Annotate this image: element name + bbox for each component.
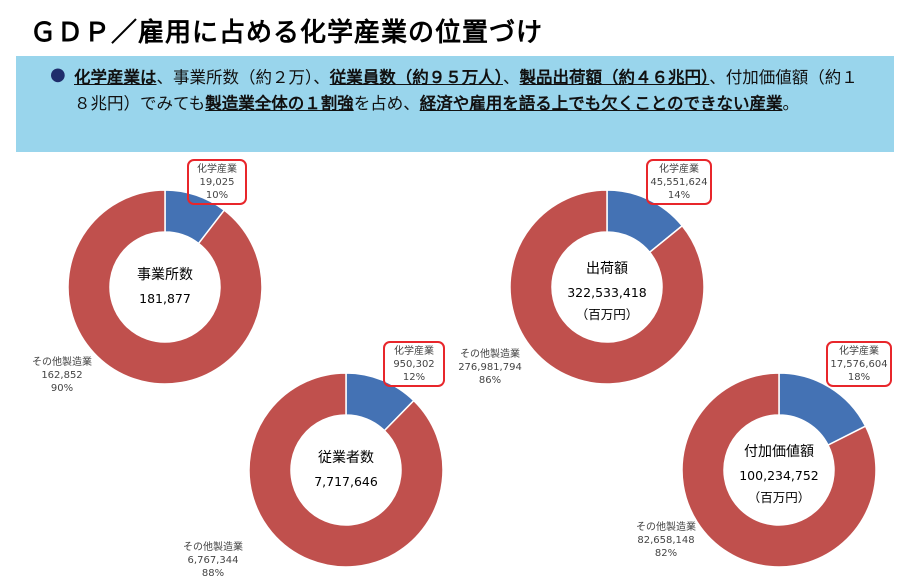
summary-segment: 従業員数（約９５万人）: [329, 68, 503, 87]
center-label: 事業所数: [137, 267, 193, 283]
other-value-label: 6,767,344: [188, 555, 239, 566]
summary-segment: 、事業所数（約２万）、: [156, 68, 330, 87]
center-unit: （百万円）: [576, 307, 639, 322]
chemical-highlight-box: [826, 341, 892, 387]
chemical-highlight-box: [187, 159, 247, 205]
chemical-highlight-box: [383, 341, 445, 387]
chemical-value-label: 45,551,624: [650, 177, 707, 188]
summary-segment: 。: [782, 94, 800, 113]
other-value-label: 276,981,794: [458, 362, 522, 373]
chemical-percent-label: 14%: [668, 190, 690, 201]
summary-banner: ● 化学産業は、事業所数（約２万）、従業員数（約９５万人）、製品出荷額（約４６兆…: [16, 56, 894, 152]
summary-segment: 、: [503, 68, 520, 87]
other-value-label: 162,852: [41, 370, 82, 381]
center-total: 181,877: [139, 291, 191, 306]
other-category-label: その他製造業: [183, 540, 243, 553]
other-percent-label: 90%: [51, 383, 73, 394]
chemical-value-label: 950,302: [393, 359, 434, 370]
other-category-label: その他製造業: [636, 520, 696, 533]
other-slice: [509, 189, 705, 385]
other-percent-label: 86%: [479, 375, 501, 386]
chemical-highlight-box: [646, 159, 712, 205]
center-label: 付加価値額: [744, 444, 814, 460]
summary-segment: 化学産業は: [74, 68, 157, 87]
chemical-value-label: 19,025: [200, 177, 235, 188]
page-title: ＧＤＰ／雇用に占める化学産業の位置づけ: [30, 18, 544, 48]
summary-segment: を占め、: [353, 94, 420, 113]
center-unit: （百万円）: [748, 490, 811, 505]
other-category-label: その他製造業: [460, 347, 520, 360]
summary-segment: 、付加価値額（約１８兆円）でみても: [74, 68, 858, 113]
other-percent-label: 82%: [655, 548, 677, 559]
summary-text: 化学産業は、事業所数（約２万）、従業員数（約９５万人）、製品出荷額（約４６兆円）…: [74, 65, 874, 117]
chemical-category-label: 化学産業: [659, 162, 699, 175]
other-percent-label: 88%: [202, 568, 224, 579]
other-category-label: その他製造業: [32, 355, 92, 368]
other-slice: [681, 372, 877, 568]
other-slice: [248, 372, 444, 568]
center-total: 100,234,752: [739, 468, 819, 483]
chemical-category-label: 化学産業: [839, 344, 879, 357]
chemical-category-label: 化学産業: [197, 162, 237, 175]
summary-segment: 製品出荷額（約４６兆円）: [519, 68, 710, 87]
summary-segment: 製造業全体の１割強: [205, 94, 354, 113]
summary-segment: 経済や雇用を語る上でも欠くことのできない産業: [419, 94, 783, 113]
chemical-category-label: 化学産業: [394, 344, 434, 357]
center-label: 従業者数: [318, 450, 374, 466]
other-slice: [67, 189, 263, 385]
chemical-value-label: 17,576,604: [830, 359, 887, 370]
chemical-percent-label: 10%: [206, 190, 228, 201]
center-total: 7,717,646: [314, 474, 378, 489]
bullet-icon: ●: [50, 64, 66, 85]
chemical-percent-label: 12%: [403, 372, 425, 383]
chemical-percent-label: 18%: [848, 372, 870, 383]
center-label: 出荷額: [586, 261, 628, 277]
other-value-label: 82,658,148: [637, 535, 694, 546]
center-total: 322,533,418: [567, 285, 647, 300]
